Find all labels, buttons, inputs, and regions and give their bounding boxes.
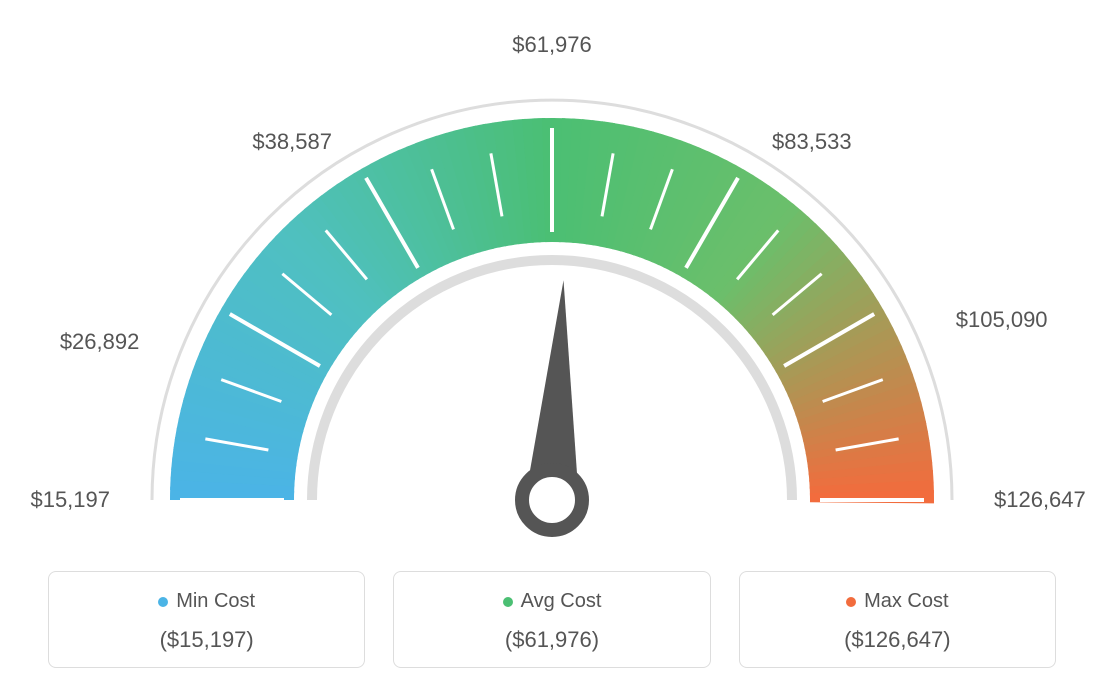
min-cost-value: ($15,197) bbox=[59, 627, 354, 653]
avg-cost-label: Avg Cost bbox=[521, 590, 602, 613]
max-cost-label: Max Cost bbox=[864, 590, 948, 613]
max-cost-value: ($126,647) bbox=[750, 627, 1045, 653]
dot-icon bbox=[846, 597, 856, 607]
min-cost-label: Min Cost bbox=[176, 590, 255, 613]
min-cost-title: Min Cost bbox=[158, 590, 255, 613]
gauge-tick-label: $38,587 bbox=[252, 129, 332, 155]
gauge-tick-label: $105,090 bbox=[956, 307, 1048, 333]
dot-icon bbox=[158, 597, 168, 607]
avg-cost-value: ($61,976) bbox=[404, 627, 699, 653]
min-cost-card: Min Cost ($15,197) bbox=[48, 571, 365, 668]
avg-cost-card: Avg Cost ($61,976) bbox=[393, 571, 710, 668]
gauge-tick-label: $15,197 bbox=[30, 487, 110, 513]
gauge-tick-label: $61,976 bbox=[512, 32, 592, 58]
gauge-tick-label: $126,647 bbox=[994, 487, 1086, 513]
max-cost-title: Max Cost bbox=[846, 590, 948, 613]
avg-cost-title: Avg Cost bbox=[503, 590, 602, 613]
gauge-chart: $15,197 $26,892 $38,587 $61,976 $83,533 $105,… bbox=[0, 0, 1104, 560]
cost-gauge-container: $15,197 $26,892 $38,587 $61,976 $83,533 $105,… bbox=[0, 0, 1104, 690]
dot-icon bbox=[503, 597, 513, 607]
max-cost-card: Max Cost ($126,647) bbox=[739, 571, 1056, 668]
legend-cards: Min Cost ($15,197) Avg Cost ($61,976) Ma… bbox=[48, 571, 1056, 668]
gauge-tick-label: $26,892 bbox=[60, 329, 140, 355]
gauge-tick-label: $83,533 bbox=[772, 129, 852, 155]
